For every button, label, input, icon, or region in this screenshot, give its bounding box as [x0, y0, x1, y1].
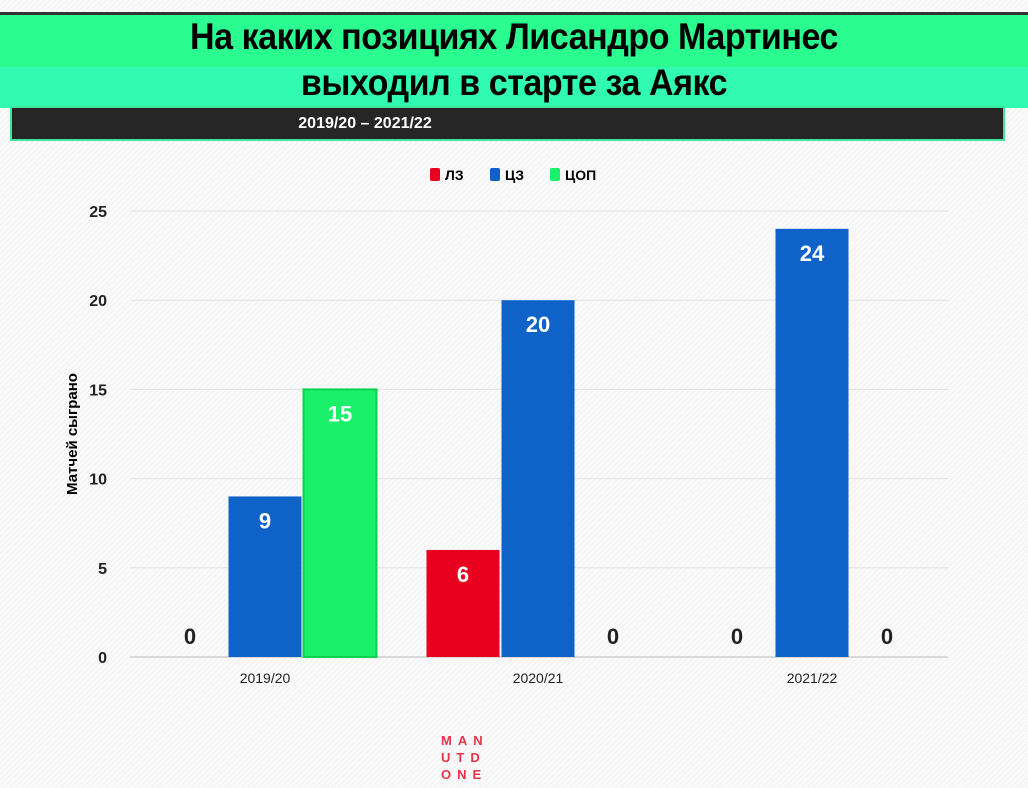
data-label: 0: [184, 624, 196, 649]
logo-line: UTD: [441, 750, 486, 765]
data-label: 24: [800, 241, 825, 266]
y-tick-label: 5: [98, 561, 107, 578]
legend-swatch: [490, 168, 500, 181]
x-tick-label: 2019/20: [240, 670, 291, 686]
manutdone-logo: MAN UTD ONE: [441, 732, 489, 783]
title-banner: [0, 12, 1028, 108]
data-label: 0: [881, 624, 893, 649]
bar-ЦЗ: [228, 496, 302, 657]
y-tick-label: 25: [89, 204, 107, 221]
y-tick-label: 0: [98, 650, 107, 667]
data-label: 0: [607, 624, 619, 649]
subtitle-bar: 2019/20 – 2021/22: [10, 106, 1005, 141]
legend-label: ЦОП: [565, 167, 596, 183]
bar-ЛЗ: [426, 549, 500, 657]
x-tick-label: 2020/21: [513, 670, 564, 686]
legend-label: ЦЗ: [505, 167, 524, 183]
logo-line: MAN: [441, 733, 489, 748]
data-label: 9: [259, 508, 271, 533]
chart-title: На каких позициях Лисандро Мартинес выхо…: [41, 14, 987, 106]
y-tick-label: 20: [89, 293, 107, 310]
bar-ЦЗ: [775, 228, 849, 657]
legend-label: ЛЗ: [445, 167, 464, 183]
y-tick-label: 15: [89, 382, 107, 399]
y-tick-label: 10: [89, 472, 107, 489]
logo-line: ONE: [441, 767, 488, 782]
title-line-1: На каких позициях Лисандро Мартинес: [190, 16, 838, 57]
legend-swatch: [550, 168, 560, 181]
data-label: 15: [328, 401, 352, 426]
bar-ЦЗ: [501, 300, 575, 657]
x-tick-label: 2021/22: [787, 670, 838, 686]
title-line-2: выходил в старте за Аякс: [300, 62, 728, 103]
data-label: 6: [457, 562, 469, 587]
bar-ЦОП: [302, 388, 378, 658]
data-label: 0: [731, 624, 743, 649]
subtitle: 2019/20 – 2021/22: [298, 115, 432, 132]
y-axis-label: Матчей сыграно: [64, 373, 81, 495]
legend-swatch: [430, 168, 440, 181]
data-label: 20: [526, 312, 550, 337]
